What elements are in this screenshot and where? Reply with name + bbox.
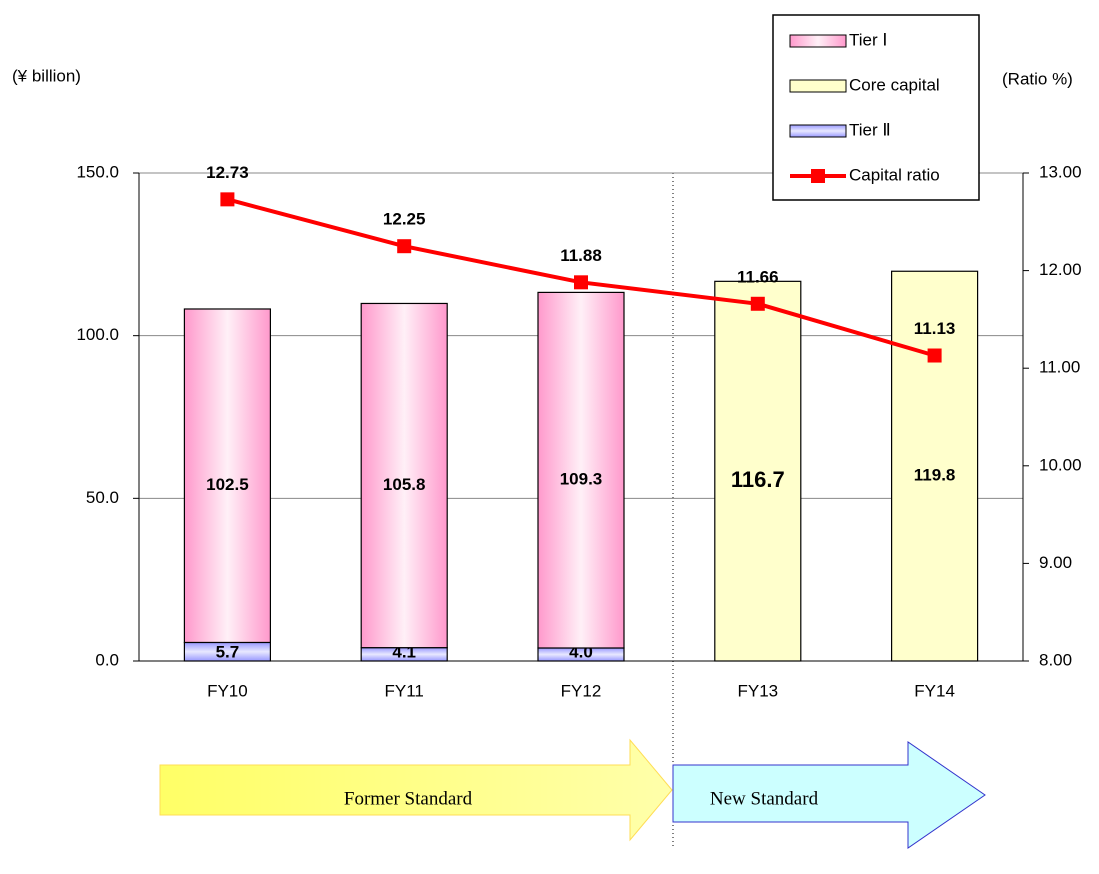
y-axis-label: (¥ billion) xyxy=(12,66,81,85)
arrow-former xyxy=(159,738,673,842)
legend-label: Tier Ⅰ xyxy=(849,30,887,49)
x-tick-label: FY10 xyxy=(207,681,248,700)
data-label: 109.3 xyxy=(560,470,603,489)
y2-tick-label: 11.00 xyxy=(1039,358,1080,377)
point xyxy=(397,239,412,254)
y-tick-label: 0.0 xyxy=(95,650,119,669)
x-tick-label: FY11 xyxy=(385,681,424,700)
legend-swatch xyxy=(811,169,825,183)
data-label: 105.8 xyxy=(383,475,426,494)
y2-axis-label: (Ratio %) xyxy=(1002,69,1073,88)
data-label: 102.5 xyxy=(206,475,249,494)
data-label: 5.7 xyxy=(216,642,240,661)
data-label: 11.13 xyxy=(914,319,956,338)
bar xyxy=(360,302,448,649)
bar xyxy=(890,270,979,662)
point xyxy=(574,275,588,290)
data-label: 12.25 xyxy=(383,210,426,229)
legend-label: Tier Ⅱ xyxy=(849,120,891,139)
y-tick-label: 100.0 xyxy=(76,325,119,344)
annotation: Former Standard xyxy=(344,788,473,809)
data-label: 11.66 xyxy=(737,267,779,286)
bar xyxy=(537,291,625,649)
y2-tick-label: 8.00 xyxy=(1039,650,1072,669)
y2-tick-label: 9.00 xyxy=(1039,553,1072,572)
y2-tick-label: 12.00 xyxy=(1039,260,1082,279)
data-label: 12.73 xyxy=(206,163,249,182)
legend-swatch xyxy=(789,79,847,93)
x-tick-label: FY12 xyxy=(561,681,602,700)
data-label: 11.88 xyxy=(560,246,602,265)
arrow-new xyxy=(672,741,986,849)
legend-label: Core capital xyxy=(849,75,940,94)
point xyxy=(750,296,765,311)
legend-label: Capital ratio xyxy=(849,165,940,184)
y2-tick-label: 10.00 xyxy=(1039,455,1082,474)
data-label: 119.8 xyxy=(914,466,956,485)
data-label: 116.7 xyxy=(731,467,785,492)
point xyxy=(927,348,942,363)
y-tick-label: 50.0 xyxy=(86,488,119,507)
point xyxy=(220,192,235,207)
y2-tick-label: 13.00 xyxy=(1039,162,1082,181)
bar xyxy=(183,308,271,644)
bar xyxy=(714,280,802,662)
x-tick-label: FY14 xyxy=(914,681,955,700)
x-tick-label: FY13 xyxy=(737,681,778,700)
y-tick-label: 150.0 xyxy=(76,162,119,181)
legend-swatch xyxy=(789,34,847,48)
legend-swatch xyxy=(789,124,847,138)
annotation: New Standard xyxy=(710,788,819,809)
